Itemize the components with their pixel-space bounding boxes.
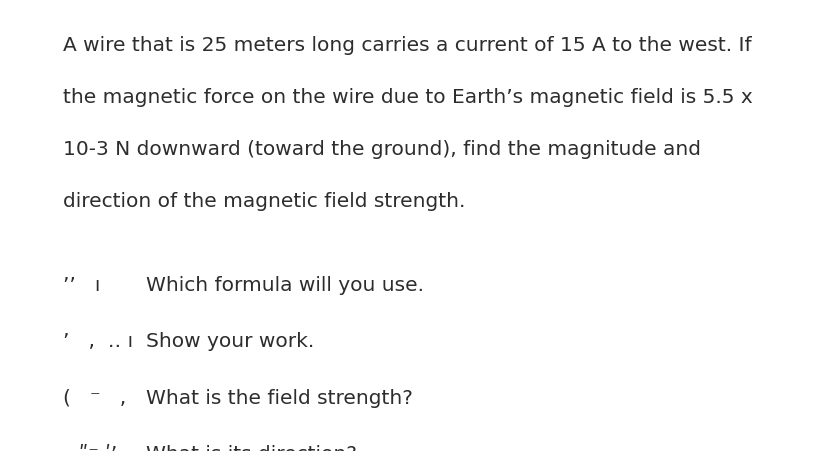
Text: direction of the magnetic field strength.: direction of the magnetic field strength… [63, 192, 465, 211]
Text: What is the field strength?: What is the field strength? [146, 388, 413, 407]
Text: Which formula will you use.: Which formula will you use. [146, 275, 424, 294]
Text: ʺ⁻ ʹ’: ʺ⁻ ʹ’ [79, 444, 118, 451]
Text: ’’   ı: ’’ ı [63, 275, 100, 294]
Text: 10-3 N downward (toward the ground), find the magnitude and: 10-3 N downward (toward the ground), fin… [63, 140, 701, 159]
Text: A wire that is 25 meters long carries a current of 15 A to the west. If: A wire that is 25 meters long carries a … [63, 36, 751, 55]
Text: (   ⁻   ,: ( ⁻ , [63, 388, 126, 407]
Text: What is its direction?: What is its direction? [146, 444, 357, 451]
Text: ’   ,  ‥ ı: ’ , ‥ ı [63, 331, 133, 350]
Text: Show your work.: Show your work. [146, 331, 314, 350]
Text: the magnetic force on the wire due to Earth’s magnetic field is 5.5 x: the magnetic force on the wire due to Ea… [63, 88, 752, 107]
